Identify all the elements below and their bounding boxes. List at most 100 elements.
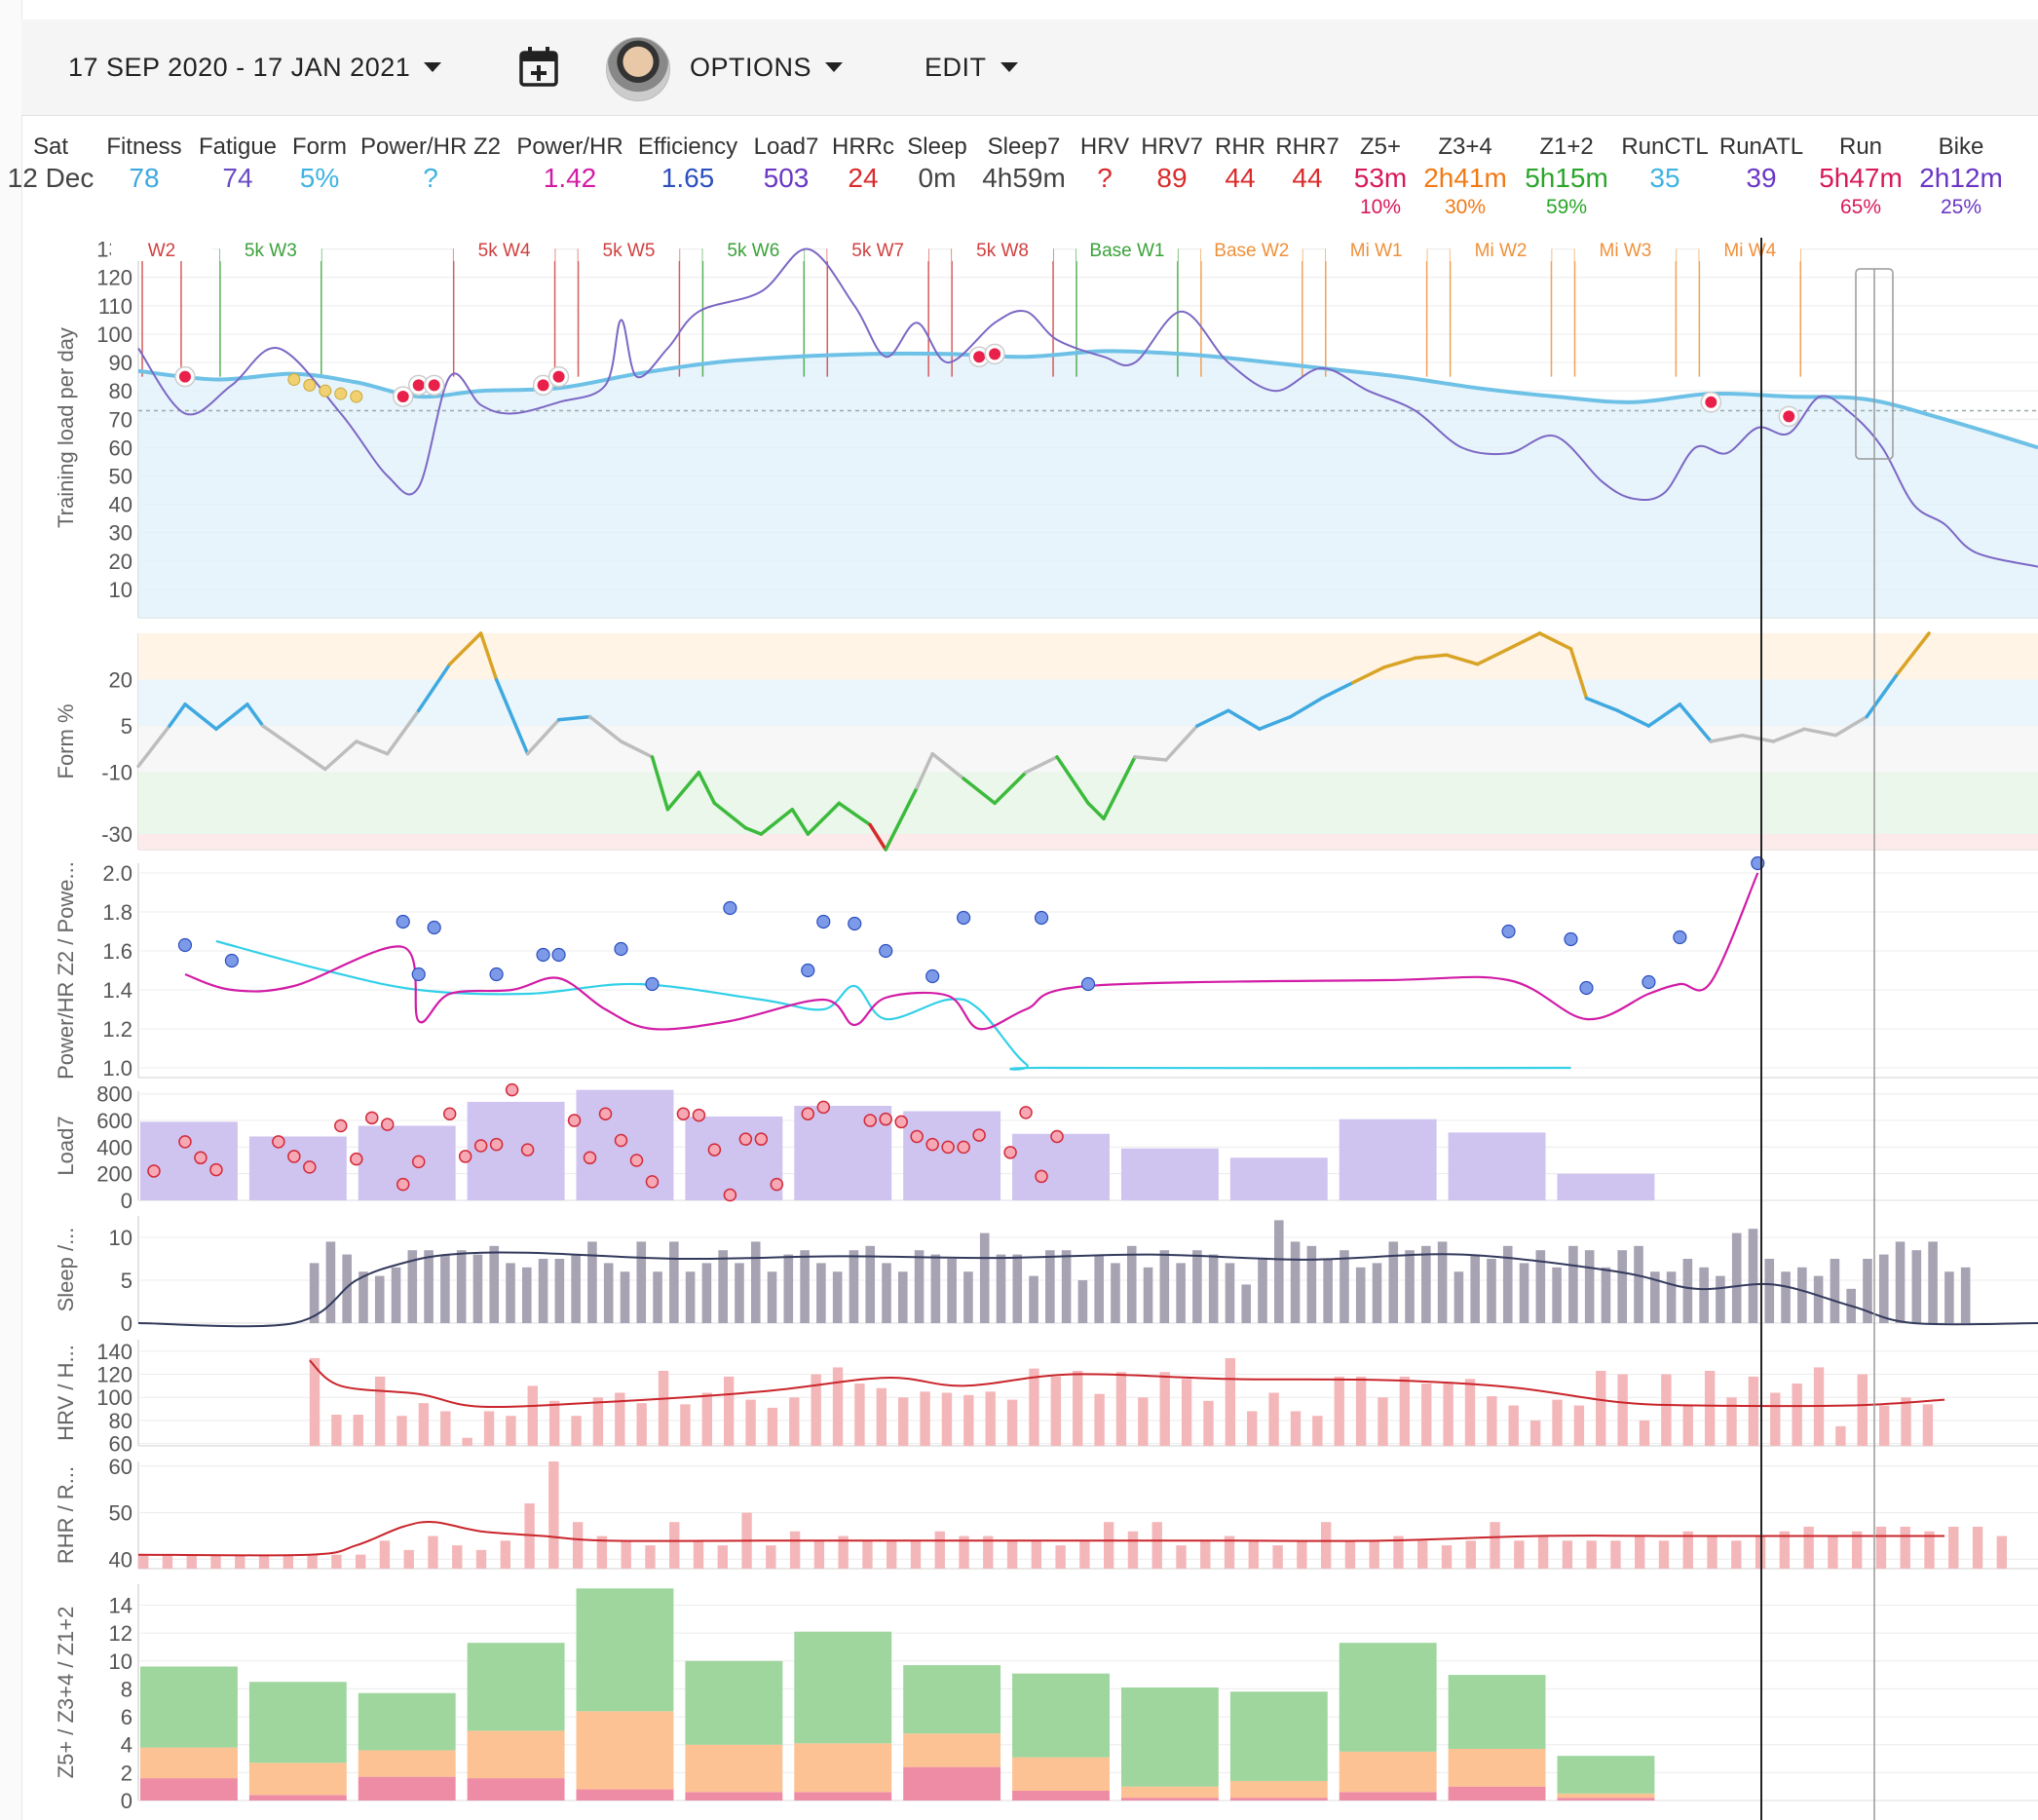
form-line-segment — [1102, 755, 1137, 821]
y-tick-label: 60 — [109, 436, 132, 460]
rhr-bar — [403, 1549, 414, 1569]
stat-z5-: Z5+ 53m 10% — [1302, 133, 1458, 220]
hrv-bar — [636, 1403, 647, 1446]
y-tick-label: 120 — [96, 1363, 132, 1387]
load-dot — [1003, 1146, 1017, 1159]
rhr-bar — [500, 1540, 511, 1569]
stat-label: Sat — [32, 133, 69, 160]
rhr-bar — [1393, 1536, 1404, 1569]
hrv-bar — [1378, 1397, 1388, 1446]
week-marker — [577, 248, 681, 377]
edit-menu[interactable]: EDIT — [925, 19, 1018, 115]
avatar[interactable] — [606, 37, 670, 101]
rhr-bar — [1369, 1540, 1379, 1569]
sleep-bar — [424, 1250, 434, 1323]
stat-z3-4: Z3+4 2h41m 30% — [1387, 133, 1543, 220]
summary-stats: Sat 12 Dec Fitness 78 Fatigue 74 Form 5% Power/H… — [8, 115, 2038, 232]
form-line-segment — [1678, 702, 1714, 743]
zone-bar-segment — [467, 1643, 565, 1731]
load-dot — [411, 1155, 426, 1169]
form-line-segment — [1740, 733, 1776, 743]
sleep-bar — [1487, 1259, 1496, 1323]
y-axis-label: RHR / R... — [54, 1466, 78, 1564]
zone-bar-segment — [1229, 1780, 1328, 1799]
hrv-bar — [745, 1399, 756, 1446]
hrv-bar — [1094, 1393, 1105, 1446]
week-marker-label-bg — [1450, 238, 1552, 261]
sleep-bar — [407, 1250, 418, 1323]
y-tick-label: 1.2 — [102, 1017, 132, 1042]
y-tick-label: 5 — [121, 714, 132, 739]
zone-bar-segment — [903, 1665, 1001, 1734]
week-marker-label-bg — [219, 238, 321, 261]
red-dot — [552, 370, 565, 383]
rhr-bar — [428, 1536, 438, 1569]
hrv-bar — [1682, 1404, 1693, 1446]
y-tick-label: 80 — [109, 1409, 132, 1433]
stat-label: Load7 — [753, 133, 819, 160]
hrv-bar — [1421, 1384, 1432, 1446]
hrv-bar — [658, 1370, 669, 1446]
date-range-selector[interactable]: 17 SEP 2020 - 17 JAN 2021 — [68, 19, 442, 115]
calendar-add-icon[interactable] — [516, 45, 561, 90]
stat-label: Fitness — [106, 133, 182, 160]
sleep-bar — [587, 1241, 597, 1323]
hrv-bar — [963, 1394, 974, 1446]
rhr-bar — [1779, 1531, 1791, 1569]
form-line-segment — [478, 631, 499, 682]
y-tick-label: 8 — [121, 1677, 132, 1701]
week-marker-label-bg — [453, 238, 555, 261]
efficiency-point — [1579, 980, 1594, 996]
sleep-bar — [1323, 1259, 1333, 1323]
load-dot — [567, 1114, 582, 1127]
sleep-bar — [1437, 1241, 1448, 1323]
hrv-bar — [854, 1384, 865, 1446]
hrv-bar — [615, 1392, 625, 1446]
load-dot — [458, 1150, 472, 1163]
chart-training-load: 102030405060708090100110120130Training l… — [54, 238, 2038, 619]
rhr-bar — [1924, 1531, 1935, 1569]
week-marker-label-bg — [1325, 238, 1427, 261]
hrv-bar — [548, 1400, 560, 1446]
y-tick-label: 6 — [121, 1705, 132, 1729]
hrv-bar — [876, 1387, 887, 1446]
sleep-bar — [1764, 1259, 1775, 1323]
form-line-segment — [292, 745, 327, 772]
rhr-bar — [162, 1554, 173, 1569]
zone-bar-segment — [248, 1682, 347, 1763]
date-range-label: 17 SEP 2020 - 17 JAN 2021 — [68, 52, 411, 82]
rhr-bar — [186, 1554, 197, 1569]
hrv-bar — [1115, 1372, 1127, 1446]
form-line-segment — [1289, 696, 1324, 719]
sleep-bar — [603, 1263, 614, 1323]
sleep-bar — [506, 1263, 515, 1323]
stat-sat: Sat 12 Dec — [0, 133, 129, 195]
rhr-bar — [355, 1554, 366, 1569]
options-menu[interactable]: OPTIONS — [690, 19, 844, 115]
sleep-bar — [750, 1241, 761, 1323]
stat-power-hr: Power/HR 1.42 — [492, 133, 648, 195]
load-dot — [147, 1164, 161, 1178]
sleep-bar — [1716, 1275, 1725, 1323]
form-line-segment — [915, 751, 934, 790]
load7-bar — [1448, 1132, 1546, 1200]
hrv-bar — [1835, 1425, 1846, 1446]
hrv-bar — [767, 1407, 778, 1446]
load7-bar — [685, 1116, 783, 1200]
sleep-bar — [1421, 1245, 1431, 1323]
rhr-bar — [1006, 1540, 1018, 1569]
y-tick-label: 600 — [96, 1109, 132, 1133]
power-hr-line — [184, 872, 1759, 1031]
edit-label: EDIT — [925, 52, 987, 82]
rhr-bar — [1441, 1545, 1453, 1569]
load7-bar — [248, 1136, 347, 1200]
week-marker-label-bg — [1699, 238, 1801, 261]
load7-bar — [140, 1121, 238, 1200]
zone-bar-segment — [1120, 1798, 1219, 1801]
rhr-bar — [1490, 1522, 1500, 1569]
efficiency-point — [1642, 974, 1656, 990]
rhr-bar — [1851, 1531, 1863, 1569]
y-tick-label: 10 — [109, 1649, 132, 1674]
rhr-bar — [1948, 1526, 1959, 1569]
load-dot — [738, 1132, 753, 1146]
